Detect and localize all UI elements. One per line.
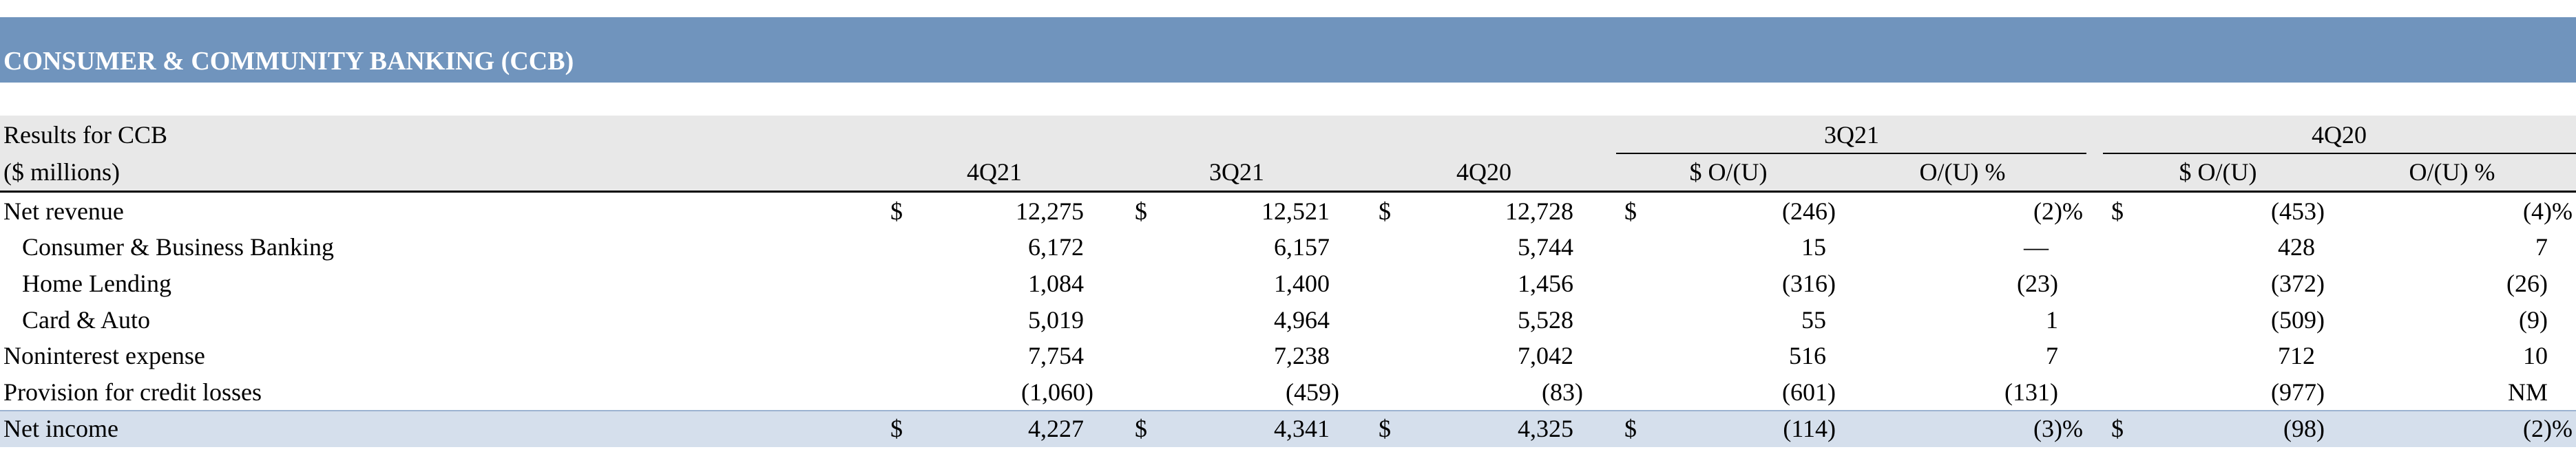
cell-value: 5,744 — [1518, 233, 1573, 261]
cell-value: (4)% — [2523, 197, 2573, 225]
cell-value: 6,172 — [1028, 233, 1084, 261]
cell-value: 1,400 — [1274, 270, 1330, 297]
currency-sign: $ — [1135, 197, 1147, 225]
cell-value: (26) — [2506, 270, 2548, 297]
cell-value: (601) — [1782, 378, 1836, 406]
cell-value: (316) — [1782, 270, 1836, 297]
cell-value: 7 — [2535, 233, 2548, 261]
cell-value: 7,238 — [1274, 342, 1330, 369]
cell-value: 7,754 — [1028, 342, 1084, 369]
column-header: O/(U) % — [2409, 158, 2495, 186]
cell-value: 712 — [2278, 342, 2315, 369]
row-label: Home Lending — [22, 270, 171, 297]
cell-value: (98) — [2283, 415, 2325, 442]
cell-value: 4,227 — [1028, 415, 1084, 442]
currency-sign: $ — [1624, 415, 1637, 442]
row-label: Net income — [3, 415, 118, 442]
section-title: CONSUMER & COMMUNITY BANKING (CCB) — [3, 47, 574, 76]
cell-value: — — [2024, 233, 2049, 261]
cell-value: (1,060) — [1021, 378, 1093, 406]
cell-value: (509) — [2271, 306, 2325, 334]
cell-value: (977) — [2271, 378, 2325, 406]
cell-value: (131) — [2004, 378, 2058, 406]
cell-value: 55 — [1801, 306, 1826, 334]
cell-value: (83) — [1542, 378, 1583, 406]
cell-value: NM — [2507, 378, 2548, 406]
group-header: 4Q20 — [2312, 121, 2367, 149]
cell-value: 1 — [2046, 306, 2058, 334]
group-header: 3Q21 — [1824, 121, 1879, 149]
cell-value: 15 — [1801, 233, 1826, 261]
cell-value: 1,456 — [1518, 270, 1573, 297]
row-label: Consumer & Business Banking — [22, 233, 335, 261]
row-label: Net revenue — [3, 197, 124, 225]
currency-sign: $ — [1135, 415, 1147, 442]
column-header: $ O/(U) — [2179, 158, 2257, 186]
cell-value: (2)% — [2033, 197, 2083, 225]
column-header: 3Q21 — [1209, 158, 1264, 186]
currency-sign: $ — [1379, 197, 1391, 225]
cell-value: (23) — [2017, 270, 2058, 297]
table-unit: ($ millions) — [3, 158, 120, 186]
cell-value: 4,341 — [1274, 415, 1330, 442]
total-row-background — [0, 410, 2576, 447]
cell-value: 12,728 — [1505, 197, 1573, 225]
cell-value: 5,528 — [1518, 306, 1573, 334]
cell-value: 516 — [1789, 342, 1826, 369]
column-header: 4Q20 — [1456, 158, 1511, 186]
row-label: Noninterest expense — [3, 342, 205, 369]
row-label: Card & Auto — [22, 306, 150, 334]
cell-value: 4,325 — [1518, 415, 1573, 442]
group-rule — [1616, 153, 2086, 154]
section-bar — [0, 17, 2576, 83]
column-header: $ O/(U) — [1689, 158, 1768, 186]
currency-sign: $ — [1624, 197, 1637, 225]
cell-value: 7 — [2046, 342, 2058, 369]
currency-sign: $ — [1379, 415, 1391, 442]
cell-value: 428 — [2278, 233, 2315, 261]
cell-value: 7,042 — [1518, 342, 1573, 369]
cell-value: (9) — [2519, 306, 2548, 334]
row-label: Provision for credit losses — [3, 378, 262, 406]
cell-value: (2)% — [2523, 415, 2573, 442]
cell-value: (372) — [2271, 270, 2325, 297]
column-header: 4Q21 — [967, 158, 1022, 186]
cell-value: 10 — [2523, 342, 2548, 369]
cell-value: 6,157 — [1274, 233, 1330, 261]
cell-value: 12,275 — [1016, 197, 1084, 225]
group-rule — [2103, 153, 2576, 154]
currency-sign: $ — [2111, 415, 2124, 442]
table-caption: Results for CCB — [3, 121, 168, 149]
currency-sign: $ — [2111, 197, 2124, 225]
header-rule — [0, 191, 2576, 193]
currency-sign: $ — [890, 197, 903, 225]
column-header: O/(U) % — [1919, 158, 2006, 186]
cell-value: 1,084 — [1028, 270, 1084, 297]
cell-value: 4,964 — [1274, 306, 1330, 334]
cell-value: (114) — [1783, 415, 1836, 442]
cell-value: (453) — [2271, 197, 2325, 225]
cell-value: 5,019 — [1028, 306, 1084, 334]
cell-value: (3)% — [2033, 415, 2083, 442]
currency-sign: $ — [890, 415, 903, 442]
cell-value: (246) — [1782, 197, 1836, 225]
cell-value: 12,521 — [1261, 197, 1330, 225]
cell-value: (459) — [1286, 378, 1339, 406]
